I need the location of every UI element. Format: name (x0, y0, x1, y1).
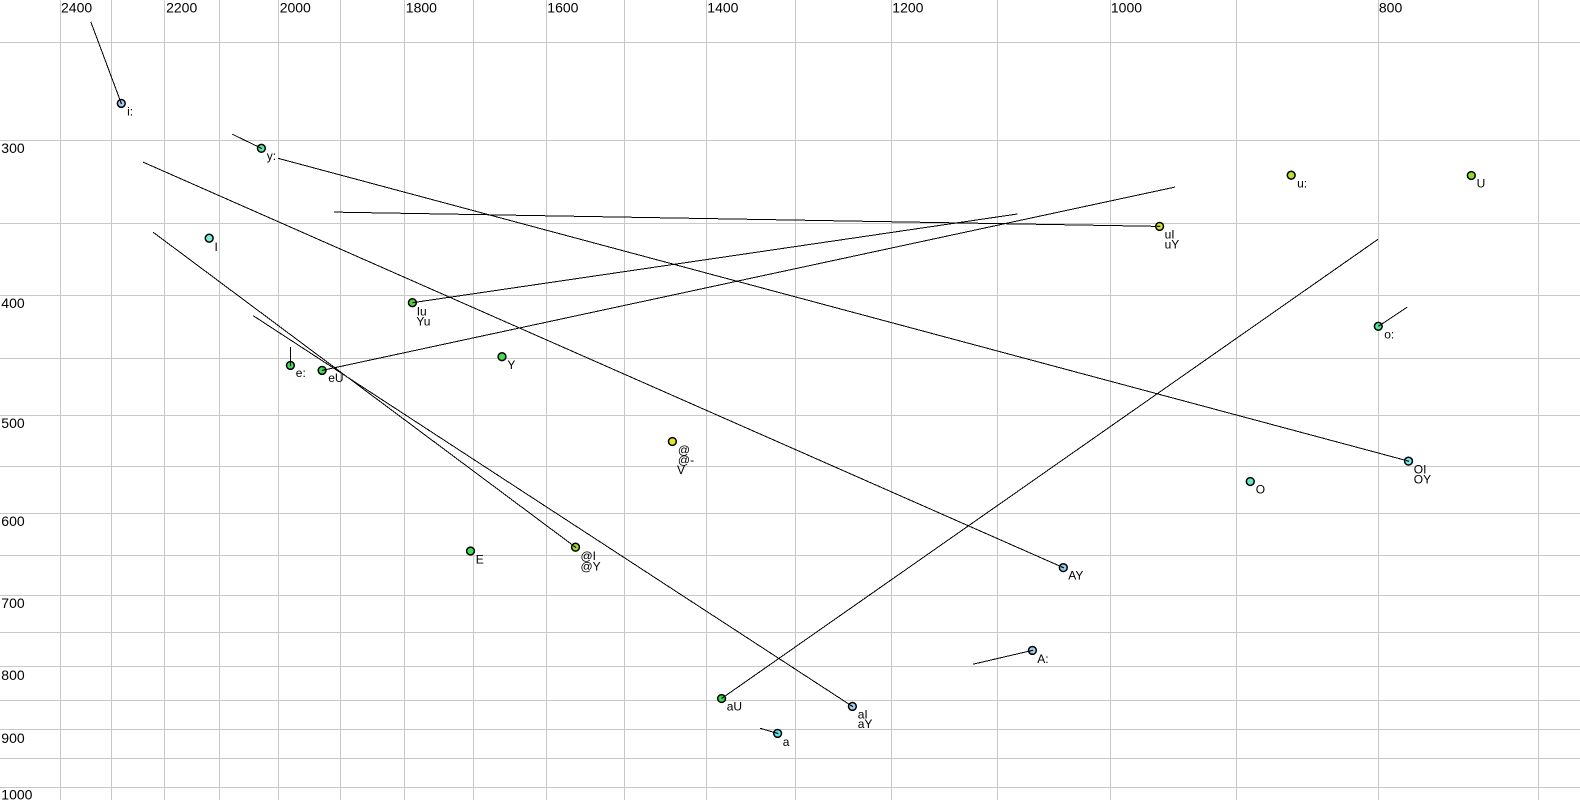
svg-text:800: 800 (1379, 0, 1403, 16)
svg-text:V: V (677, 463, 685, 477)
svg-text:500: 500 (1, 415, 25, 431)
svg-text:OI: OI (1414, 462, 1427, 476)
svg-text:y:: y: (267, 149, 276, 163)
svg-text:Y: Y (507, 358, 515, 372)
svg-text:uI: uI (1165, 228, 1175, 242)
svg-text:Yu: Yu (416, 315, 430, 329)
svg-text:eU: eU (328, 371, 343, 385)
svg-text:a: a (783, 735, 790, 749)
svg-text:1800: 1800 (406, 0, 437, 16)
svg-text:1200: 1200 (892, 0, 923, 16)
svg-text:i:: i: (127, 105, 133, 119)
svg-text:OY: OY (1414, 473, 1431, 487)
svg-text:AY: AY (1068, 569, 1083, 583)
svg-text:U: U (1477, 176, 1486, 190)
svg-text:@I: @I (581, 549, 597, 563)
svg-text:@-: @- (678, 453, 694, 467)
svg-text:@: @ (678, 443, 690, 457)
svg-text:uY: uY (1165, 238, 1180, 252)
svg-text:u:: u: (1297, 177, 1307, 191)
svg-text:aU: aU (727, 699, 742, 713)
svg-text:e:: e: (296, 366, 306, 380)
svg-text:aY: aY (858, 717, 873, 731)
svg-text:aI: aI (858, 708, 868, 722)
svg-text:1000: 1000 (1111, 0, 1142, 16)
svg-text:O: O (1256, 482, 1265, 496)
svg-text:2000: 2000 (280, 0, 311, 16)
svg-text:2400: 2400 (61, 0, 92, 16)
svg-text:400: 400 (1, 295, 25, 311)
svg-text:@Y: @Y (581, 559, 601, 573)
svg-text:1600: 1600 (547, 0, 578, 16)
svg-text:1000: 1000 (1, 787, 32, 800)
svg-text:900: 900 (1, 730, 25, 746)
svg-text:o:: o: (1384, 328, 1394, 342)
svg-text:I: I (215, 240, 218, 254)
svg-text:Iu: Iu (417, 305, 427, 319)
svg-text:A:: A: (1037, 652, 1048, 666)
svg-text:300: 300 (1, 140, 25, 156)
svg-text:2200: 2200 (166, 0, 197, 16)
svg-text:1400: 1400 (707, 0, 738, 16)
svg-text:600: 600 (1, 513, 25, 529)
svg-text:700: 700 (1, 595, 25, 611)
svg-text:E: E (476, 553, 484, 567)
svg-text:800: 800 (1, 667, 25, 683)
